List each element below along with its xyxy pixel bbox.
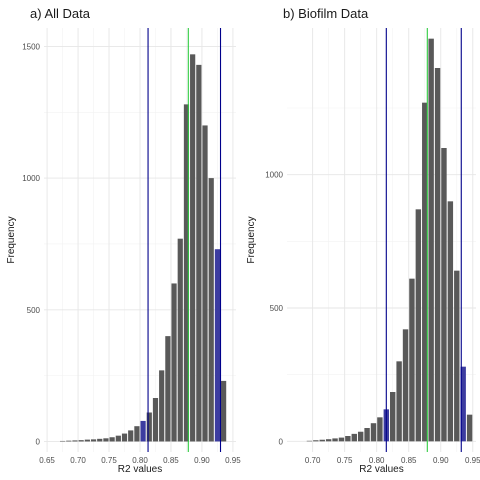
histogram-bar <box>409 278 415 442</box>
histogram-bar <box>345 436 351 442</box>
x-axis-label: R2 values <box>118 464 162 475</box>
histogram-bar <box>214 249 221 442</box>
histogram-bar <box>370 423 377 442</box>
histogram-bar <box>103 438 109 442</box>
histogram-bar <box>319 439 325 442</box>
histogram-bar <box>84 439 90 442</box>
x-tick-label: 0.70 <box>70 456 86 465</box>
y-tick-label: 500 <box>27 306 41 315</box>
histogram-bar <box>364 428 370 442</box>
histogram-bar <box>390 392 396 442</box>
x-tick-label: 0.75 <box>337 456 353 465</box>
x-tick-label: 0.85 <box>163 456 179 465</box>
histogram-bar <box>72 440 78 442</box>
histogram-bar <box>466 414 473 442</box>
histogram-bar <box>159 370 165 442</box>
panel-title: a) All Data <box>30 6 91 21</box>
x-tick-label: 0.95 <box>225 456 241 465</box>
x-tick-label: 0.80 <box>369 456 385 465</box>
x-tick-label: 0.95 <box>465 456 480 465</box>
histogram-bar <box>128 430 134 442</box>
y-tick-label: 1000 <box>22 174 40 183</box>
histogram-bar <box>90 439 97 442</box>
histogram-bar <box>171 283 177 442</box>
y-axis-label: Frequency <box>6 216 17 263</box>
histogram-bar <box>415 209 422 442</box>
histogram-bar <box>434 68 441 442</box>
histogram-bar <box>325 439 332 442</box>
histogram-bar <box>441 148 447 442</box>
histogram-bar <box>221 380 227 442</box>
x-tick-label: 0.90 <box>433 456 449 465</box>
plot-area <box>287 28 476 452</box>
histogram-bar <box>121 433 128 442</box>
histogram-bar <box>454 270 460 442</box>
histogram-bar <box>447 201 454 442</box>
histogram-bar <box>177 238 183 442</box>
y-tick-label: 500 <box>270 304 284 313</box>
y-tick-label: 1000 <box>265 171 283 180</box>
histogram-bar <box>377 417 383 442</box>
histogram-bar <box>134 426 140 442</box>
histogram-bar <box>357 431 364 442</box>
histogram-bar <box>140 420 146 442</box>
histogram-bar <box>313 440 319 442</box>
histogram-bar <box>332 438 338 442</box>
x-axis-label: R2 values <box>359 464 403 475</box>
x-tick-label: 0.85 <box>401 456 417 465</box>
x-tick-label: 0.80 <box>132 456 148 465</box>
x-tick-label: 0.70 <box>305 456 321 465</box>
panel-b: 0.70 0.75 0.80 0.85 0.90 0.95 0 500 1000 b) Biofi… <box>246 6 480 475</box>
y-tick-label: 0 <box>279 437 284 446</box>
histogram-bar <box>460 366 466 442</box>
histogram-bar <box>422 102 428 442</box>
y-axis-label: Frequency <box>246 216 257 263</box>
histogram-bar <box>165 336 171 442</box>
panel-a: 0.65 0.70 0.75 0.80 0.85 0.90 0.95 0 500 1000 1500… <box>6 6 241 475</box>
histogram-bar <box>66 440 72 442</box>
histogram-bar <box>109 437 115 442</box>
histogram-bar <box>115 435 121 442</box>
histogram-bar <box>183 104 190 442</box>
histogram-bar <box>196 64 202 442</box>
histogram-bar <box>396 361 402 442</box>
histogram-bar <box>202 125 208 442</box>
histogram-bar <box>146 412 152 442</box>
histogram-bar <box>402 329 409 442</box>
histogram-bar <box>306 440 313 442</box>
histogram-bar <box>338 437 345 442</box>
histogram-bar <box>152 398 159 442</box>
histogram-bar <box>59 440 66 442</box>
histogram-bar <box>351 433 357 442</box>
histogram-bar <box>428 38 434 442</box>
x-tick-label: 0.65 <box>39 456 55 465</box>
y-tick-label: 0 <box>36 437 41 446</box>
y-tick-label: 1500 <box>22 42 40 51</box>
panel-title: b) Biofilm Data <box>283 6 369 21</box>
histogram-bar <box>208 178 214 442</box>
histogram-bar <box>78 440 84 442</box>
x-tick-label: 0.90 <box>194 456 210 465</box>
histogram-bar <box>97 438 103 442</box>
x-tick-label: 0.75 <box>101 456 117 465</box>
histogram-bar <box>190 54 196 442</box>
